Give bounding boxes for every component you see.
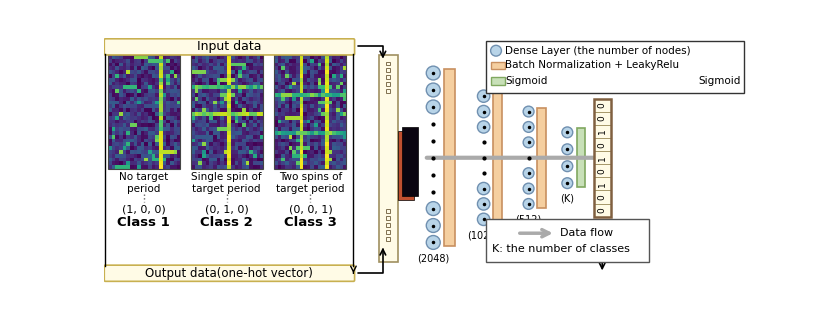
Text: Batch Normalization + LeakyRelu: Batch Normalization + LeakyRelu bbox=[505, 60, 680, 70]
Circle shape bbox=[478, 105, 489, 118]
Bar bbox=[386, 223, 391, 227]
Bar bbox=[486, 41, 744, 93]
Text: 0: 0 bbox=[597, 102, 607, 108]
Bar bbox=[593, 99, 611, 217]
Text: (1, 0, 0): (1, 0, 0) bbox=[122, 205, 165, 215]
Bar bbox=[190, 55, 263, 169]
Circle shape bbox=[524, 106, 534, 117]
Text: (0, 0, 1): (0, 0, 1) bbox=[288, 205, 332, 215]
Bar bbox=[108, 55, 179, 169]
Circle shape bbox=[524, 168, 534, 179]
Circle shape bbox=[426, 66, 440, 80]
Circle shape bbox=[562, 144, 573, 155]
Text: Class 2: Class 2 bbox=[200, 215, 253, 228]
Text: Data flow: Data flow bbox=[559, 228, 612, 238]
Bar bbox=[274, 55, 347, 169]
Circle shape bbox=[562, 161, 573, 172]
Text: Two spins of
target period: Two spins of target period bbox=[276, 172, 345, 194]
Text: (K): (K) bbox=[560, 194, 574, 204]
Circle shape bbox=[524, 198, 534, 209]
Circle shape bbox=[426, 83, 440, 97]
Text: (2048): (2048) bbox=[417, 253, 450, 263]
Bar bbox=[593, 190, 611, 204]
Text: (1024): (1024) bbox=[468, 230, 499, 240]
Circle shape bbox=[478, 213, 489, 226]
Text: Sigmoid: Sigmoid bbox=[699, 76, 741, 86]
Text: Output data(one-hot vector): Output data(one-hot vector) bbox=[145, 267, 313, 280]
Text: 0: 0 bbox=[597, 168, 607, 174]
Text: Input data: Input data bbox=[197, 40, 262, 53]
Text: 1: 1 bbox=[597, 155, 607, 161]
Text: 1: 1 bbox=[597, 129, 607, 134]
Circle shape bbox=[426, 236, 440, 249]
Bar bbox=[593, 177, 611, 190]
Bar bbox=[593, 164, 611, 177]
Circle shape bbox=[426, 100, 440, 114]
Text: K: the number of classes: K: the number of classes bbox=[492, 244, 630, 254]
Text: No target
period: No target period bbox=[119, 172, 169, 194]
Bar bbox=[537, 108, 546, 208]
Text: 0: 0 bbox=[597, 142, 607, 148]
Text: 0: 0 bbox=[597, 194, 607, 200]
Bar bbox=[386, 82, 391, 86]
Bar bbox=[386, 89, 391, 93]
Circle shape bbox=[524, 122, 534, 132]
Bar bbox=[593, 125, 611, 138]
Circle shape bbox=[524, 183, 534, 194]
Bar bbox=[593, 138, 611, 151]
Bar bbox=[593, 204, 611, 217]
Circle shape bbox=[478, 182, 489, 195]
Text: 0: 0 bbox=[597, 207, 607, 213]
Text: 1: 1 bbox=[597, 181, 607, 187]
Bar bbox=[444, 69, 455, 246]
Circle shape bbox=[478, 121, 489, 133]
Text: (512): (512) bbox=[515, 215, 542, 225]
Circle shape bbox=[562, 127, 573, 138]
Bar bbox=[386, 75, 391, 79]
Bar bbox=[593, 112, 611, 125]
Circle shape bbox=[478, 198, 489, 210]
Bar bbox=[490, 61, 504, 69]
Text: (0, 1, 0): (0, 1, 0) bbox=[204, 205, 248, 215]
Bar bbox=[386, 230, 391, 234]
Bar bbox=[593, 99, 611, 112]
Bar bbox=[486, 219, 649, 262]
Text: Single spin of
target period: Single spin of target period bbox=[191, 172, 262, 194]
Circle shape bbox=[562, 178, 573, 188]
Circle shape bbox=[426, 219, 440, 232]
Bar bbox=[386, 68, 391, 72]
Text: Class 1: Class 1 bbox=[117, 215, 170, 228]
Text: Class 3: Class 3 bbox=[284, 215, 337, 228]
Bar bbox=[490, 77, 504, 84]
Bar bbox=[379, 55, 397, 262]
Text: Sigmoid: Sigmoid bbox=[505, 76, 548, 86]
Bar bbox=[577, 129, 585, 187]
Bar bbox=[386, 216, 391, 220]
Bar bbox=[493, 92, 502, 223]
FancyBboxPatch shape bbox=[104, 39, 355, 55]
Circle shape bbox=[426, 202, 440, 215]
Bar bbox=[386, 209, 391, 213]
FancyBboxPatch shape bbox=[104, 265, 355, 281]
Circle shape bbox=[524, 137, 534, 148]
Text: Dense Layer (the number of nodes): Dense Layer (the number of nodes) bbox=[505, 46, 691, 56]
Circle shape bbox=[478, 90, 489, 102]
Circle shape bbox=[490, 45, 501, 56]
Bar bbox=[593, 151, 611, 164]
Bar bbox=[398, 131, 414, 200]
Text: 0: 0 bbox=[597, 116, 607, 121]
Bar bbox=[386, 61, 391, 65]
Bar bbox=[402, 127, 418, 196]
Bar bbox=[386, 237, 391, 241]
